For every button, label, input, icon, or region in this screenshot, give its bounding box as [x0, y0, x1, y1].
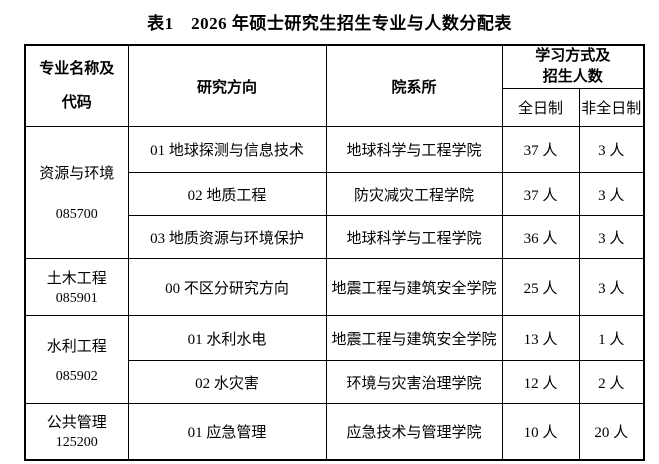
table-row: 公共管理 125200 01 应急管理 应急技术与管理学院 10 人 20 人 [24, 403, 645, 460]
part-time-count-cell: 3 人 [578, 126, 645, 173]
direction-cell: 02 地质工程 [127, 172, 327, 216]
major-code: 125200 [55, 435, 98, 451]
part-time-count-cell: 3 人 [578, 258, 645, 316]
department-cell: 地震工程与建筑安全学院 [325, 258, 503, 316]
major-cell-public-administration: 公共管理 125200 [24, 403, 129, 460]
table-row: 土木工程 085901 00 不区分研究方向 地震工程与建筑安全学院 25 人 … [24, 258, 645, 316]
part-time-count-cell: 3 人 [578, 172, 645, 216]
admissions-table: 专业名称及 代码 研究方向 院系所 学习方式及 招生人数 全日制 非全日制 资源… [24, 44, 645, 461]
part-time-count-cell: 20 人 [578, 403, 645, 460]
page-title: 表1 2026 年硕士研究生招生专业与人数分配表 [147, 14, 512, 33]
full-time-count-cell: 25 人 [501, 258, 580, 316]
department-cell: 环境与灾害治理学院 [325, 360, 503, 404]
full-time-count-cell: 37 人 [501, 126, 580, 173]
direction-cell: 00 不区分研究方向 [127, 258, 327, 316]
table-row: 03 地质资源与环境保护 地球科学与工程学院 36 人 3 人 [25, 215, 645, 259]
department-cell: 地球科学与工程学院 [325, 215, 503, 259]
direction-cell: 01 应急管理 [127, 403, 327, 460]
department-cell: 地震工程与建筑安全学院 [325, 315, 503, 361]
header-study-mode-enrollment: 学习方式及 招生人数 [501, 44, 645, 89]
major-name: 水利工程 [46, 338, 107, 355]
major-name: 公共管理 [46, 415, 107, 432]
header-part-time: 非全日制 [578, 88, 645, 127]
part-time-count-cell: 1 人 [578, 315, 645, 361]
major-code: 085902 [55, 368, 98, 384]
direction-cell: 02 水灾害 [127, 360, 327, 404]
part-time-count-cell: 2 人 [578, 360, 645, 404]
major-cell-hydraulic-engineering: 水利工程 085902 [24, 315, 129, 404]
header-department: 院系所 [325, 44, 503, 127]
department-cell: 应急技术与管理学院 [325, 403, 503, 460]
table-row: 资源与环境 085700 01 地球探测与信息技术 地球科学与工程学院 37 人… [24, 126, 645, 259]
full-time-count-cell: 10 人 [501, 403, 580, 460]
major-cell-resources-environment: 资源与环境 085700 [24, 126, 129, 259]
header-full-time: 全日制 [501, 88, 580, 127]
department-cell: 地球科学与工程学院 [325, 126, 503, 173]
department-cell: 防灾减灾工程学院 [325, 172, 503, 216]
table-row: 水利工程 085902 01 水利水电 地震工程与建筑安全学院 13 人 1 人 [24, 315, 645, 404]
header-major-name-code: 专业名称及 代码 [24, 44, 129, 127]
direction-cell: 01 水利水电 [127, 315, 327, 361]
major-name: 土木工程 [46, 271, 107, 287]
table-row: 02 水灾害 环境与灾害治理学院 12 人 2 人 [25, 360, 645, 404]
direction-cell: 01 地球探测与信息技术 [127, 126, 327, 173]
full-time-count-cell: 37 人 [501, 172, 580, 216]
full-time-count-cell: 13 人 [501, 315, 580, 361]
part-time-count-cell: 3 人 [578, 215, 645, 259]
full-time-count-cell: 12 人 [501, 360, 580, 404]
major-code: 085700 [55, 207, 98, 222]
table-row: 02 地质工程 防灾减灾工程学院 37 人 3 人 [25, 172, 645, 216]
major-cell-civil-engineering: 土木工程 085901 [24, 258, 129, 316]
major-name: 资源与环境 [39, 166, 115, 182]
direction-cell: 03 地质资源与环境保护 [127, 215, 327, 259]
header-research-direction: 研究方向 [127, 44, 327, 127]
full-time-count-cell: 36 人 [501, 215, 580, 259]
major-code: 085901 [55, 291, 98, 306]
